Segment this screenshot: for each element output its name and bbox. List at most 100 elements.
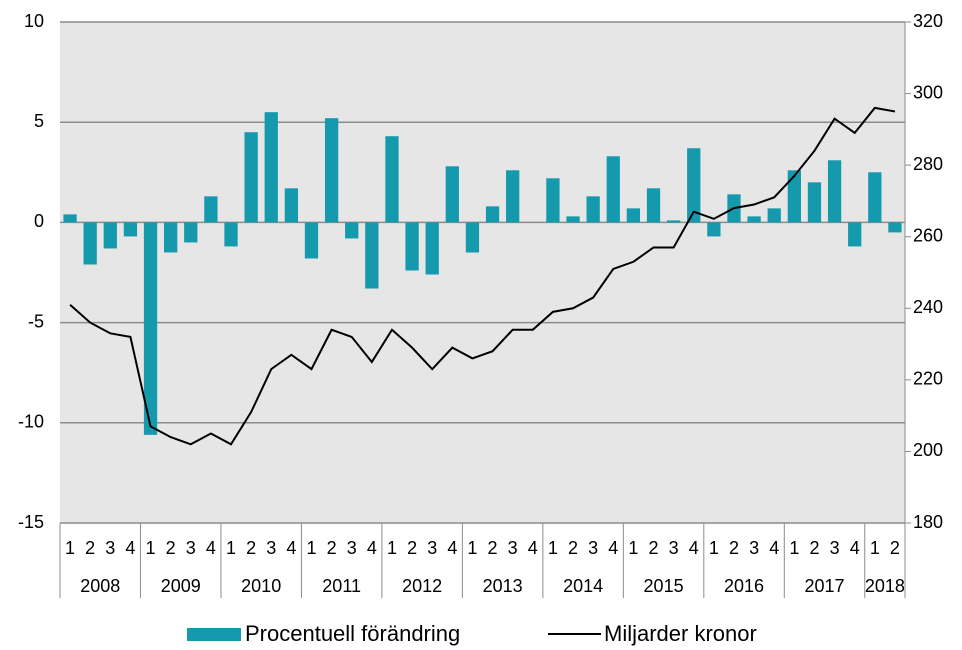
bar <box>405 222 419 271</box>
bar <box>304 222 319 259</box>
x-tick-label: 2 <box>729 538 739 558</box>
bar <box>204 196 218 223</box>
year-label: 2018 <box>865 576 905 596</box>
bar <box>284 188 299 223</box>
year-label: 2008 <box>80 576 120 596</box>
bar <box>747 216 761 223</box>
x-tick-label: 3 <box>347 538 357 558</box>
year-label: 2017 <box>805 576 845 596</box>
line <box>69 106 896 446</box>
legend-label: Procentuell förändring <box>245 621 460 646</box>
bar <box>787 170 801 223</box>
x-tick-label: 4 <box>689 538 699 558</box>
bar <box>385 136 399 223</box>
bar <box>345 222 359 239</box>
x-tick-label: 2 <box>809 538 819 558</box>
bar <box>888 222 902 233</box>
bar <box>264 112 278 223</box>
year-label: 2011 <box>322 576 361 596</box>
bar <box>646 188 661 223</box>
x-tick-label: 3 <box>669 538 679 558</box>
x-tick-label: 2 <box>166 538 176 558</box>
year-label: 2013 <box>483 576 523 596</box>
bar <box>687 148 701 223</box>
bar <box>445 166 459 223</box>
y2-tick-label: 200 <box>913 440 943 460</box>
bar <box>546 178 560 223</box>
bar <box>767 208 781 223</box>
bar <box>123 222 138 237</box>
x-tick-label: 2 <box>568 538 578 558</box>
year-label: 2015 <box>644 576 684 596</box>
y-tick-label: -5 <box>28 311 44 331</box>
bar <box>184 222 198 243</box>
year-label: 2010 <box>241 576 281 596</box>
x-tick-label: 1 <box>870 538 880 558</box>
y-tick-label: 10 <box>24 11 44 31</box>
x-tick-label: 3 <box>588 538 598 558</box>
x-tick-label: 1 <box>226 538 236 558</box>
bar <box>465 222 480 253</box>
y2-tick-label: 240 <box>913 297 943 317</box>
bar <box>365 222 379 289</box>
bar <box>586 196 600 223</box>
x-tick-label: 1 <box>387 538 397 558</box>
y-tick-label: 0 <box>34 211 44 231</box>
bar <box>324 118 339 223</box>
x-tick-label: 4 <box>850 538 860 558</box>
x-tick-label: 3 <box>427 538 437 558</box>
x-tick-label: 2 <box>246 538 256 558</box>
year-label: 2012 <box>402 576 442 596</box>
x-tick-label: 4 <box>447 538 457 558</box>
y2-tick-label: 300 <box>913 82 943 102</box>
x-tick-label: 3 <box>266 538 276 558</box>
x-tick-label: 1 <box>709 538 719 558</box>
bar <box>807 182 822 223</box>
x-tick-label: 1 <box>65 538 75 558</box>
legend-label: Miljarder kronor <box>604 621 757 646</box>
y-tick-label: -10 <box>18 412 44 432</box>
x-tick-label: 4 <box>367 538 377 558</box>
y2-tick-label: 180 <box>913 512 943 532</box>
x-tick-label: 2 <box>890 538 900 558</box>
x-tick-label: 3 <box>186 538 196 558</box>
x-tick-label: 4 <box>608 538 618 558</box>
x-tick-label: 1 <box>628 538 638 558</box>
legend-swatch <box>187 628 241 641</box>
x-tick-label: 1 <box>306 538 316 558</box>
x-tick-label: 1 <box>146 538 156 558</box>
bar <box>848 222 862 247</box>
x-tick-label: 3 <box>749 538 759 558</box>
bar <box>83 222 97 265</box>
bar <box>485 206 500 223</box>
bar <box>506 170 520 223</box>
bar <box>244 132 258 223</box>
bar <box>224 222 238 247</box>
x-tick-label: 3 <box>105 538 115 558</box>
y2-tick-label: 220 <box>913 369 943 389</box>
y-tick-label: 5 <box>34 111 44 131</box>
x-tick-label: 2 <box>649 538 659 558</box>
plot-area <box>60 22 905 523</box>
bar <box>868 172 882 223</box>
x-tick-label: 2 <box>488 538 498 558</box>
x-tick-label: 2 <box>85 538 95 558</box>
x-tick-label: 4 <box>528 538 538 558</box>
x-tick-label: 4 <box>125 538 135 558</box>
bar <box>827 160 842 223</box>
x-tick-label: 1 <box>467 538 477 558</box>
bar <box>707 222 721 237</box>
x-tick-label: 3 <box>830 538 840 558</box>
x-tick-label: 3 <box>508 538 518 558</box>
bar <box>606 156 620 223</box>
x-tick-label: 4 <box>769 538 779 558</box>
x-tick-label: 1 <box>789 538 799 558</box>
y2-tick-label: 260 <box>913 225 943 245</box>
year-label: 2009 <box>161 576 201 596</box>
y-tick-label: -15 <box>18 512 44 532</box>
year-label: 2016 <box>724 576 764 596</box>
bar <box>566 216 580 223</box>
bar <box>103 222 117 249</box>
bar <box>666 220 681 223</box>
